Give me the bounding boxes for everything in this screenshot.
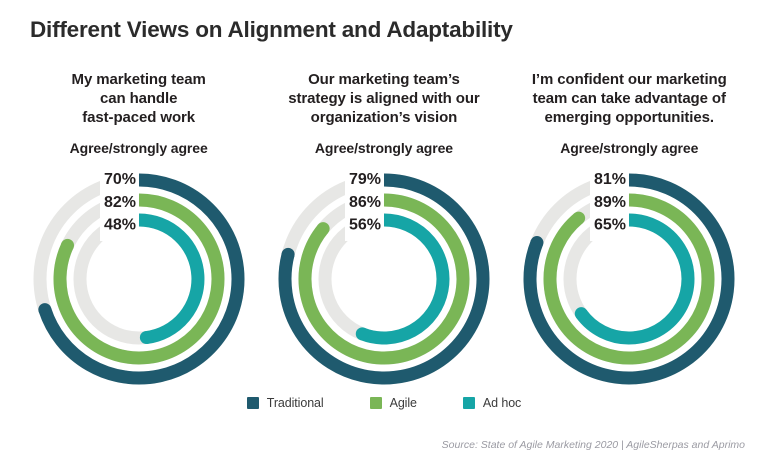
- ring-arc-agile: [53, 193, 225, 365]
- ring-arc-endcap: [139, 331, 153, 345]
- legend-swatch-agile: [369, 397, 382, 409]
- ring-arc-ad-hoc: [359, 213, 450, 345]
- ring-arc-agile: [543, 193, 715, 365]
- chart-title: My marketing team can handle fast-paced …: [71, 71, 206, 126]
- ring-arc-endcap: [60, 238, 74, 252]
- legend-item-traditional: Traditional: [246, 396, 324, 410]
- donut-chart-opportunities: 81% 89% 65%: [519, 169, 739, 389]
- source-attribution: Source: State of Agile Marketing 2020 | …: [441, 439, 745, 451]
- chart-subtitle: Agree/strongly agree: [560, 140, 699, 156]
- page-title: Different Views on Alignment and Adaptab…: [30, 17, 513, 42]
- ring-arc-endcap: [575, 307, 589, 321]
- legend-label-adhoc: Ad hoc: [482, 396, 522, 410]
- donut-chart-fast-paced: 70% 82% 48%: [29, 169, 249, 389]
- legend-swatch-adhoc: [462, 397, 475, 409]
- ring-arc-endcap: [281, 247, 295, 261]
- label-panel: [590, 169, 630, 241]
- percent-label: 82%: [104, 194, 136, 211]
- percent-label: 56%: [349, 217, 381, 234]
- ring-arc-endcap: [37, 303, 51, 317]
- percent-label: 48%: [104, 217, 136, 234]
- donut-svg: 79% 86% 56%: [278, 169, 490, 385]
- percent-label: 65%: [594, 217, 626, 234]
- ring-arc-ad-hoc: [576, 213, 695, 345]
- legend-label-agile: Agile: [389, 396, 417, 410]
- percent-label: 79%: [349, 171, 381, 188]
- donut-svg: 70% 82% 48%: [33, 169, 245, 385]
- ring-arc-endcap: [355, 327, 369, 341]
- chart-title: I’m confident our marketing team can tak…: [531, 71, 727, 126]
- legend-item-agile: Agile: [369, 396, 417, 410]
- chart-column-fast-paced: My marketing team can handle fast-paced …: [16, 70, 261, 389]
- donut-chart-alignment: 79% 86% 56%: [274, 169, 494, 389]
- legend: Traditional Agile Ad hoc: [0, 396, 768, 410]
- label-panel: [99, 169, 139, 241]
- ring-arc-agile: [298, 193, 470, 365]
- percent-label: 81%: [594, 171, 626, 188]
- percent-label: 70%: [104, 171, 136, 188]
- ring-arc-endcap: [530, 236, 544, 250]
- ring-arc-endcap: [316, 222, 330, 236]
- ring-arc-traditional: [523, 173, 735, 385]
- ring-arc-endcap: [572, 211, 586, 225]
- charts-row: My marketing team can handle fast-paced …: [16, 70, 752, 389]
- legend-label-traditional: Traditional: [266, 396, 324, 410]
- ring-arc-ad-hoc: [138, 213, 205, 344]
- label-panel: [344, 169, 384, 241]
- chart-column-opportunities: I’m confident our marketing team can tak…: [507, 70, 752, 389]
- chart-column-alignment: Our marketing team’s strategy is aligned…: [261, 70, 506, 389]
- ring-arc-traditional: [38, 173, 245, 385]
- donut-svg: 81% 89% 65%: [523, 169, 735, 385]
- chart-title: Our marketing team’s strategy is aligned…: [288, 71, 480, 126]
- legend-item-adhoc: Ad hoc: [462, 396, 522, 410]
- legend-swatch-traditional: [246, 397, 259, 409]
- chart-subtitle: Agree/strongly agree: [69, 140, 208, 156]
- ring-arc-traditional: [278, 173, 490, 385]
- percent-label: 86%: [349, 194, 381, 211]
- chart-subtitle: Agree/strongly agree: [314, 140, 453, 156]
- percent-label: 89%: [594, 194, 626, 211]
